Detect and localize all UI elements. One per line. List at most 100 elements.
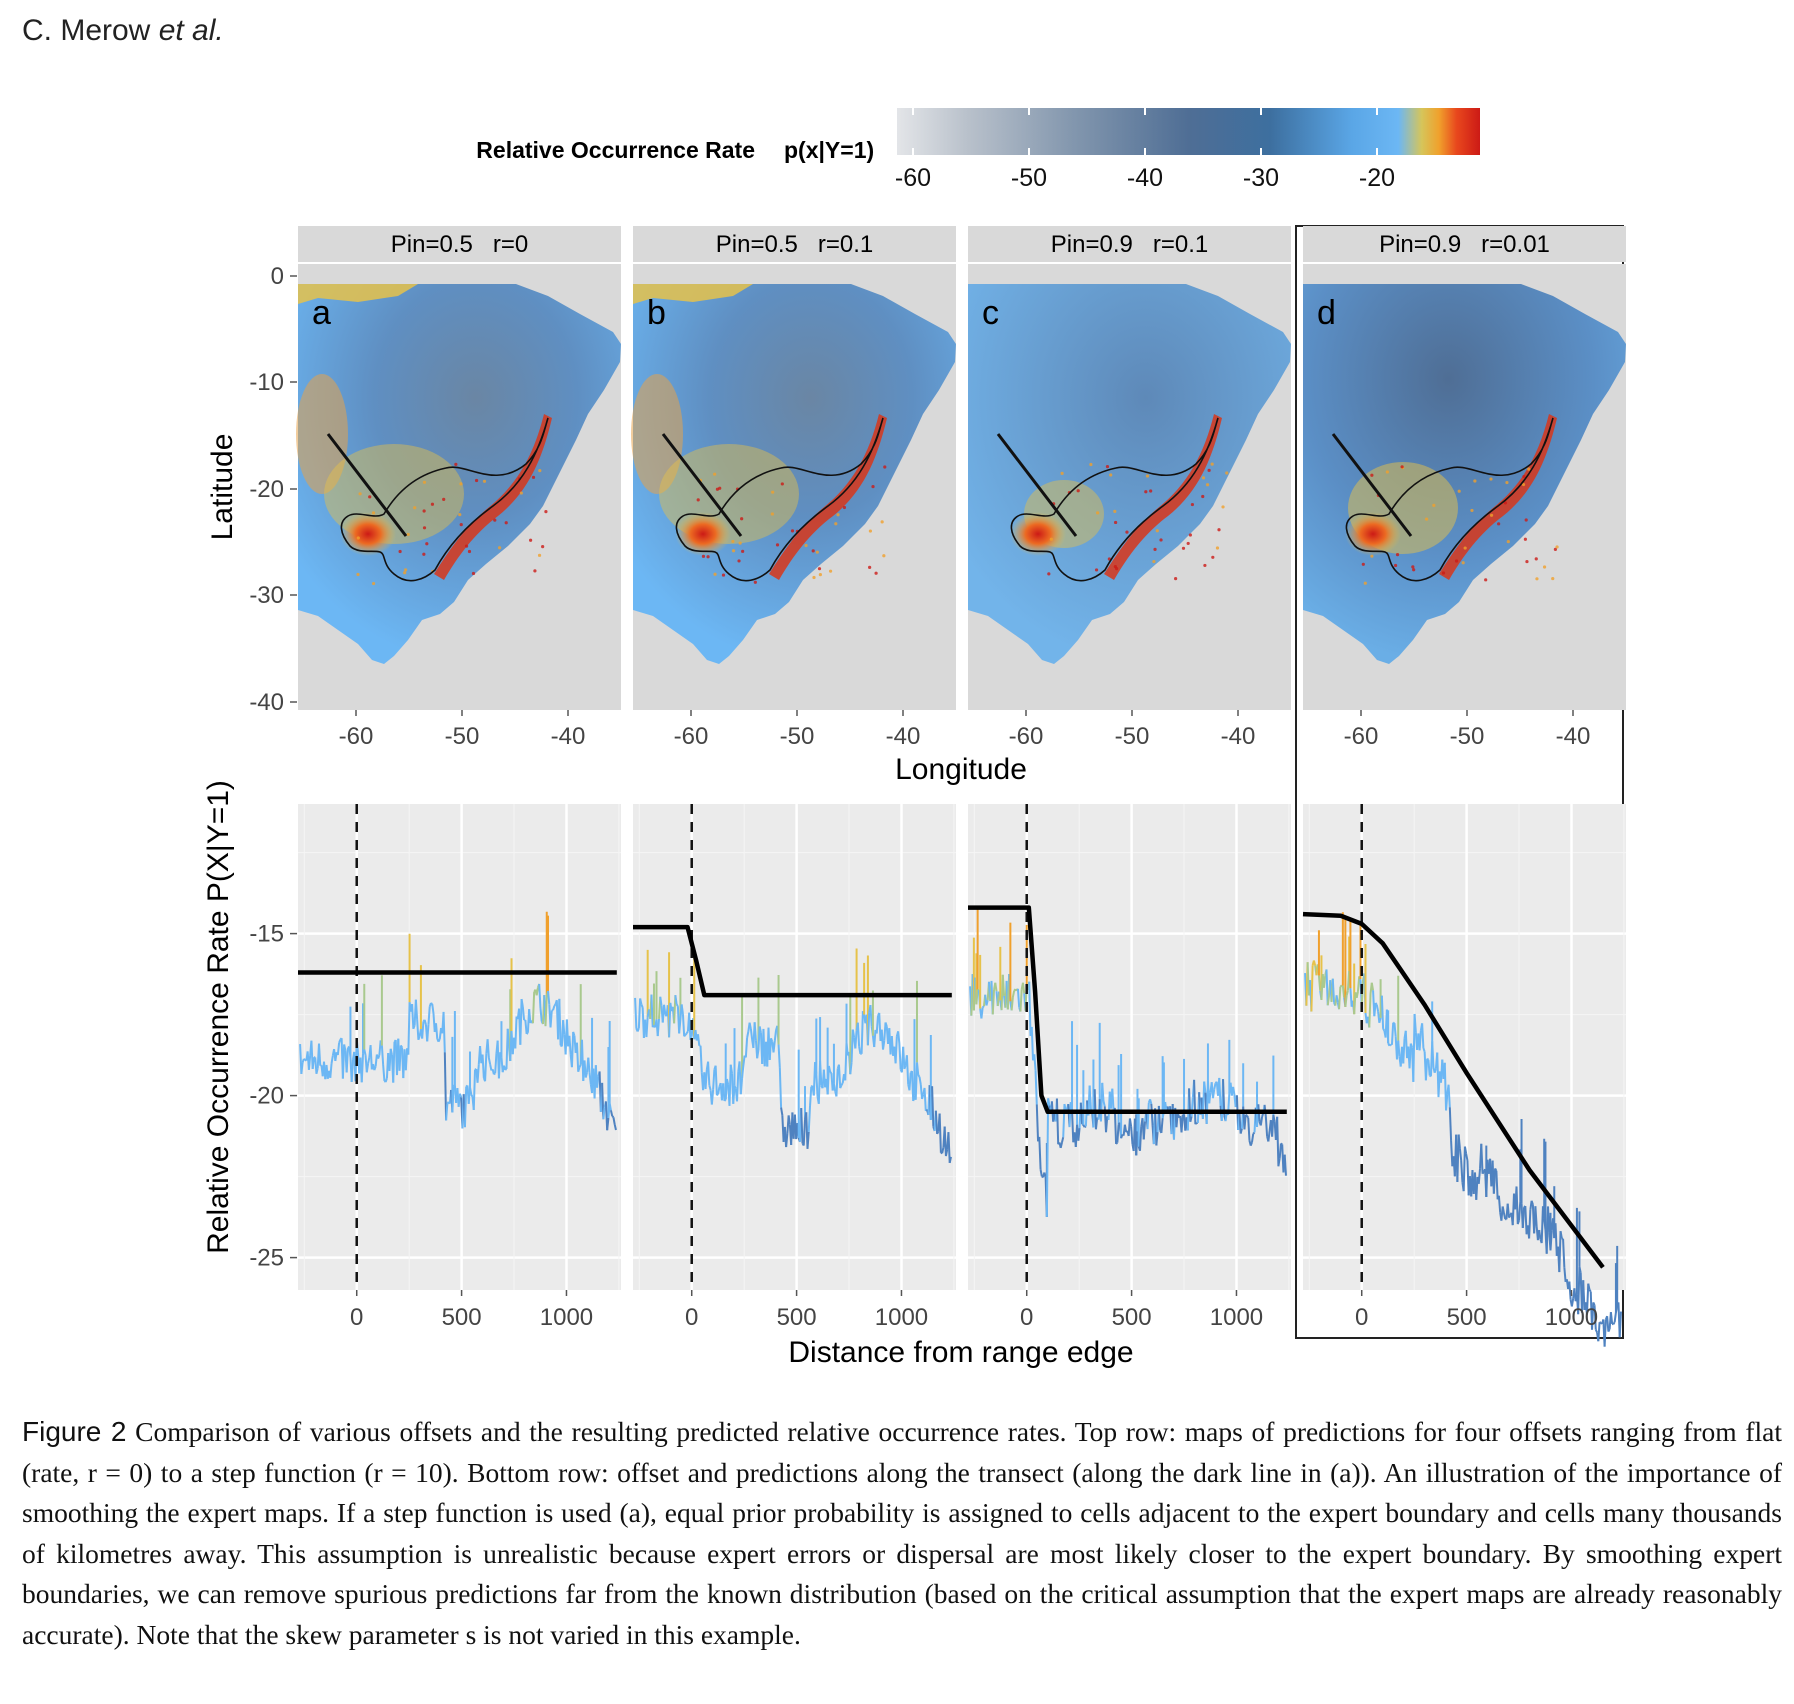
occurrence-speck (403, 571, 407, 575)
prediction-segment (341, 1044, 346, 1079)
distance-tick-label: 0 (350, 1304, 363, 1331)
prediction-segment (948, 1156, 952, 1164)
prediction-segment (493, 1072, 496, 1076)
map-land (296, 284, 621, 664)
prediction-segment (869, 1005, 873, 1027)
prediction-segment (1462, 1146, 1466, 1192)
plot-background (968, 804, 1291, 1290)
prediction-segment (1060, 1136, 1065, 1143)
prediction-segment (1587, 1283, 1591, 1290)
occurrence-speck (482, 479, 487, 483)
prediction-segment (1433, 1068, 1437, 1073)
occurrence-speck (1049, 537, 1053, 541)
prediction-segment (451, 1086, 455, 1113)
prediction-segment (1149, 1099, 1153, 1105)
prediction-segment (837, 1064, 842, 1089)
prediction-segment (807, 1105, 812, 1132)
caption-label: Figure 2 (22, 1416, 127, 1447)
prediction-segment (975, 989, 979, 1005)
prediction-segment (1538, 1229, 1542, 1240)
map-panel-b: Pin=0.5 r=0.1 b -60 -50 -40 (631, 226, 956, 750)
prediction-segment (905, 1055, 910, 1085)
occurrence-speck (880, 520, 884, 524)
prediction-segment (840, 1082, 844, 1086)
occurrence-speck (811, 549, 815, 553)
prediction-segment (1413, 1013, 1417, 1033)
prediction-segment (435, 1023, 439, 1039)
prediction-segment (1463, 1146, 1468, 1154)
prediction-segment (722, 1083, 726, 1102)
prediction-segment (486, 1039, 490, 1058)
prediction-segment (1116, 1124, 1120, 1143)
prediction-segment (363, 1049, 367, 1056)
prediction-segment (1115, 1141, 1119, 1145)
occurrence-speck (1113, 509, 1117, 514)
occurrence-speck (882, 554, 886, 558)
transect-line (326, 433, 408, 537)
occurrence-speck (1047, 572, 1051, 576)
prediction-segment (1088, 1085, 1092, 1110)
prediction-segment (1375, 1004, 1380, 1012)
prediction-segment (1502, 1212, 1507, 1220)
occurrence-speck (1149, 489, 1153, 493)
prediction-segment (1077, 1127, 1081, 1141)
occurrence-speck (471, 571, 476, 576)
prediction-segment (1325, 969, 1329, 1006)
panel-strip (1303, 226, 1626, 262)
prediction-segment (1339, 984, 1343, 988)
occurrence-speck (818, 573, 822, 577)
occurrence-speck (1201, 494, 1205, 499)
occurrence-speck (474, 478, 479, 483)
longitude-tick-label: -60 (339, 723, 374, 750)
prediction-segment (1150, 1103, 1154, 1126)
prediction-segment (1409, 1043, 1414, 1048)
prediction-segment (741, 1065, 745, 1079)
occurrence-speck (404, 568, 408, 572)
prediction-segment (645, 1017, 649, 1038)
prediction-segment (856, 1022, 861, 1047)
prediction-segment (1218, 1077, 1222, 1106)
rate-tick-label: -15 (249, 921, 284, 948)
prediction-segment (991, 989, 996, 1015)
prediction-segment (1368, 993, 1372, 1028)
prediction-segment (1494, 1167, 1498, 1172)
occurrence-speck (371, 511, 376, 515)
occurrence-speck (1186, 541, 1190, 546)
longitude-tick-label: -40 (551, 723, 586, 750)
prediction-segment (1528, 1209, 1532, 1239)
occurrence-speck (1525, 559, 1529, 564)
prediction-segment (494, 1053, 498, 1074)
prediction-segment (1138, 1126, 1143, 1151)
prediction-segment (1264, 1116, 1269, 1137)
prediction-segment (897, 1031, 901, 1044)
panel-strip-label: Pin=0.9 r=0.01 (1379, 231, 1550, 258)
prediction-segment (908, 1072, 912, 1091)
prediction-segment (472, 1069, 477, 1110)
prediction-segment (742, 1055, 746, 1067)
prediction-segment (915, 1062, 920, 1076)
prediction-segment (1062, 1103, 1066, 1138)
occurrence-speck (771, 490, 775, 494)
occurrence-speck (358, 492, 362, 496)
occurrence-speck (868, 565, 872, 569)
occurrence-speck (1152, 559, 1156, 564)
prediction-segment (1213, 1083, 1217, 1090)
prediction-segment (568, 1035, 572, 1055)
prediction-segment (1448, 1107, 1453, 1141)
occurrence-speck (1217, 528, 1221, 532)
occurrence-speck (1534, 557, 1538, 561)
occurrence-speck (1555, 545, 1559, 549)
longitude-tick-label: -60 (674, 723, 709, 750)
panel-strip (298, 226, 621, 262)
prediction-segment (1208, 1092, 1212, 1104)
occurrence-speck (715, 487, 720, 491)
prediction-segment (1480, 1143, 1484, 1174)
colorbar-title: Relative Occurrence Rate (476, 137, 755, 163)
prediction-segment (1034, 1070, 1038, 1105)
occurrence-speck (871, 484, 875, 489)
prediction-segment (1239, 1128, 1243, 1134)
prediction-segment (300, 1062, 304, 1074)
prediction-segment (570, 1031, 575, 1068)
prediction-segment (531, 991, 536, 1024)
prediction-segment (1568, 1281, 1572, 1300)
